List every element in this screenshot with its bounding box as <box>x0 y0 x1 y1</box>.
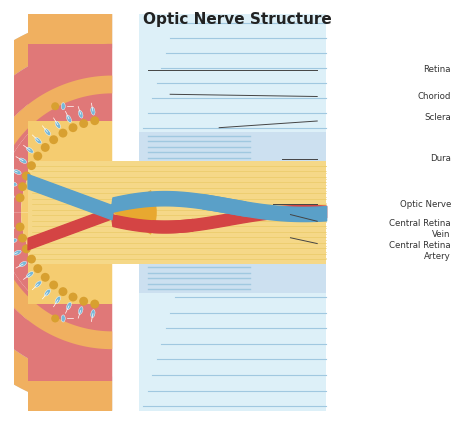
Polygon shape <box>0 212 112 411</box>
Ellipse shape <box>61 315 65 322</box>
Bar <box>139 293 326 411</box>
Text: Choriod: Choriod <box>418 92 451 101</box>
Bar <box>139 132 326 161</box>
Ellipse shape <box>66 115 72 122</box>
Ellipse shape <box>6 226 14 231</box>
Circle shape <box>90 299 99 308</box>
Polygon shape <box>21 121 112 212</box>
Ellipse shape <box>45 289 51 296</box>
Polygon shape <box>0 212 112 349</box>
Bar <box>27 381 112 411</box>
Circle shape <box>58 129 67 138</box>
Polygon shape <box>0 212 112 349</box>
Circle shape <box>16 193 25 202</box>
Bar <box>27 121 112 161</box>
Ellipse shape <box>27 147 34 153</box>
Text: Dura: Dura <box>430 154 451 164</box>
Circle shape <box>22 245 31 253</box>
Bar <box>139 264 326 293</box>
Ellipse shape <box>66 302 72 310</box>
Text: Central Retina
Vein: Central Retina Vein <box>389 219 451 239</box>
Circle shape <box>18 234 27 243</box>
Ellipse shape <box>45 129 51 135</box>
Bar <box>27 44 112 212</box>
Circle shape <box>22 171 31 180</box>
Circle shape <box>69 123 77 132</box>
Circle shape <box>69 293 77 301</box>
Polygon shape <box>0 44 112 212</box>
Ellipse shape <box>19 158 27 164</box>
Circle shape <box>18 182 27 191</box>
Bar <box>27 121 112 161</box>
Bar <box>27 212 112 411</box>
Bar <box>27 264 112 304</box>
Ellipse shape <box>91 310 95 318</box>
Ellipse shape <box>9 181 17 186</box>
Text: Central Retina
Artery: Central Retina Artery <box>389 241 451 261</box>
Polygon shape <box>0 97 112 212</box>
Ellipse shape <box>19 261 27 267</box>
Text: Optic Nerve: Optic Nerve <box>400 200 451 209</box>
Text: Optic Nerve Structure: Optic Nerve Structure <box>143 12 331 27</box>
Polygon shape <box>0 212 112 381</box>
Polygon shape <box>0 212 112 411</box>
Ellipse shape <box>35 137 41 144</box>
Ellipse shape <box>9 239 17 243</box>
Ellipse shape <box>14 169 21 174</box>
Ellipse shape <box>55 121 61 128</box>
Ellipse shape <box>14 250 21 255</box>
Circle shape <box>41 273 50 282</box>
Circle shape <box>16 223 25 232</box>
Circle shape <box>27 255 36 264</box>
Bar <box>27 161 326 264</box>
Bar <box>139 14 326 132</box>
Circle shape <box>49 135 58 144</box>
Circle shape <box>90 116 99 125</box>
Polygon shape <box>21 212 112 304</box>
Wedge shape <box>112 190 157 235</box>
Circle shape <box>27 161 36 170</box>
Ellipse shape <box>35 281 41 287</box>
Ellipse shape <box>78 307 83 314</box>
Polygon shape <box>0 212 112 327</box>
Ellipse shape <box>27 272 34 278</box>
Circle shape <box>41 143 50 152</box>
Ellipse shape <box>61 103 65 110</box>
Circle shape <box>79 119 88 128</box>
Ellipse shape <box>91 107 95 115</box>
Circle shape <box>58 287 67 296</box>
Circle shape <box>49 281 58 290</box>
Bar <box>27 14 112 44</box>
Text: Retina: Retina <box>423 65 451 74</box>
Bar <box>27 14 326 411</box>
Circle shape <box>51 314 59 322</box>
Circle shape <box>79 297 88 306</box>
Ellipse shape <box>55 296 61 304</box>
Bar <box>27 44 112 121</box>
Polygon shape <box>0 76 112 212</box>
Bar <box>139 161 326 264</box>
Bar <box>27 304 112 381</box>
Ellipse shape <box>6 194 14 198</box>
Polygon shape <box>0 76 112 212</box>
Bar <box>27 14 112 212</box>
Polygon shape <box>0 14 112 212</box>
Polygon shape <box>0 14 112 212</box>
Circle shape <box>51 102 59 110</box>
Ellipse shape <box>78 110 83 118</box>
Bar <box>27 212 112 381</box>
Bar <box>27 264 112 304</box>
Circle shape <box>33 152 42 160</box>
Circle shape <box>33 264 42 273</box>
Text: Sclera: Sclera <box>424 113 451 122</box>
